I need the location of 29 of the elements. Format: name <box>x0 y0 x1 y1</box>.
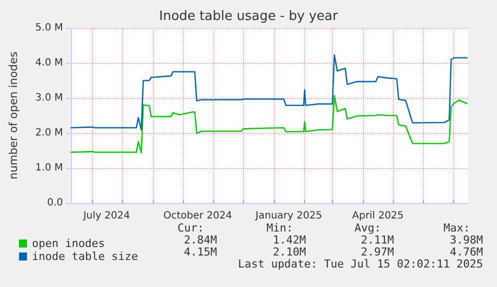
line-series <box>70 94 468 154</box>
x-tick-label: October 2024 <box>163 210 232 222</box>
text: 2.84M <box>184 234 218 246</box>
y-tick-label: 0.0 <box>47 198 63 208</box>
y-tick-label: 1.0 M <box>35 162 63 174</box>
y-tick-label: 5.0 M <box>35 22 63 34</box>
text: 4.76M <box>450 246 484 258</box>
chart-title: Inode table usage - by year <box>159 9 339 24</box>
y-tick-label: 2.0 M <box>35 128 63 138</box>
y-tick-label: 4.0 M <box>35 58 63 68</box>
y-axis-title: number of open inodes <box>7 51 20 180</box>
text: 2.11M <box>360 234 394 246</box>
text: Min: <box>266 222 293 234</box>
x-tick-label: January 2025 <box>254 210 322 222</box>
text: 1.42M <box>272 234 306 246</box>
text: 3.98M <box>450 234 484 246</box>
legend-label: inode table size <box>32 250 138 263</box>
text: Max: <box>444 222 470 234</box>
line-series <box>70 54 468 130</box>
text: 2.97M <box>360 246 394 258</box>
text: Cur: <box>178 222 204 234</box>
y-tick-label: 3.0 M <box>35 92 63 104</box>
text: 2.10M <box>272 246 306 258</box>
legend-label: open inodes <box>32 237 105 250</box>
text: Avg: <box>354 222 381 234</box>
text: 4.15M <box>184 246 218 258</box>
text: Last update: Tue Jul 15 02:02:11 2025 <box>238 258 483 270</box>
x-tick-label: July 2024 <box>82 210 130 222</box>
x-tick-label: April 2025 <box>352 210 404 222</box>
